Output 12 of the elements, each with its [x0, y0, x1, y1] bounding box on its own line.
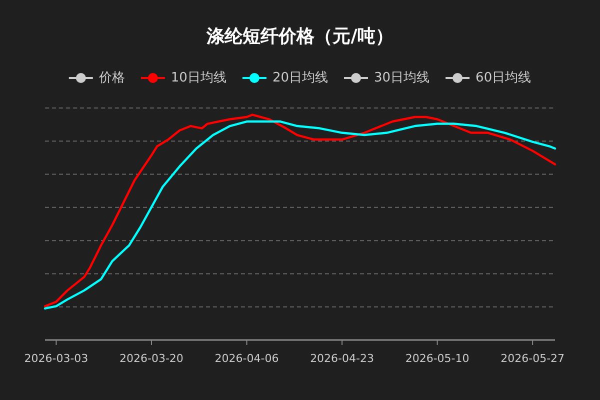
legend-label: 60日均线 — [476, 70, 532, 86]
x-tick-label: 2026-04-23 — [310, 352, 374, 365]
legend-label: 10日均线 — [170, 70, 226, 86]
legend-label: 价格 — [98, 70, 125, 86]
legend-label: 20日均线 — [272, 70, 328, 86]
legend-label: 30日均线 — [374, 70, 430, 86]
x-tick-label: 2026-04-06 — [214, 352, 279, 365]
chart-title: 涤纶短纤价格（元/吨） — [206, 26, 394, 47]
x-tick-label: 2026-03-20 — [120, 352, 184, 365]
x-tick-label: 2026-05-10 — [405, 352, 470, 365]
x-tick-label: 2026-03-03 — [24, 352, 88, 365]
x-tick-label: 2026-05-27 — [500, 352, 565, 365]
